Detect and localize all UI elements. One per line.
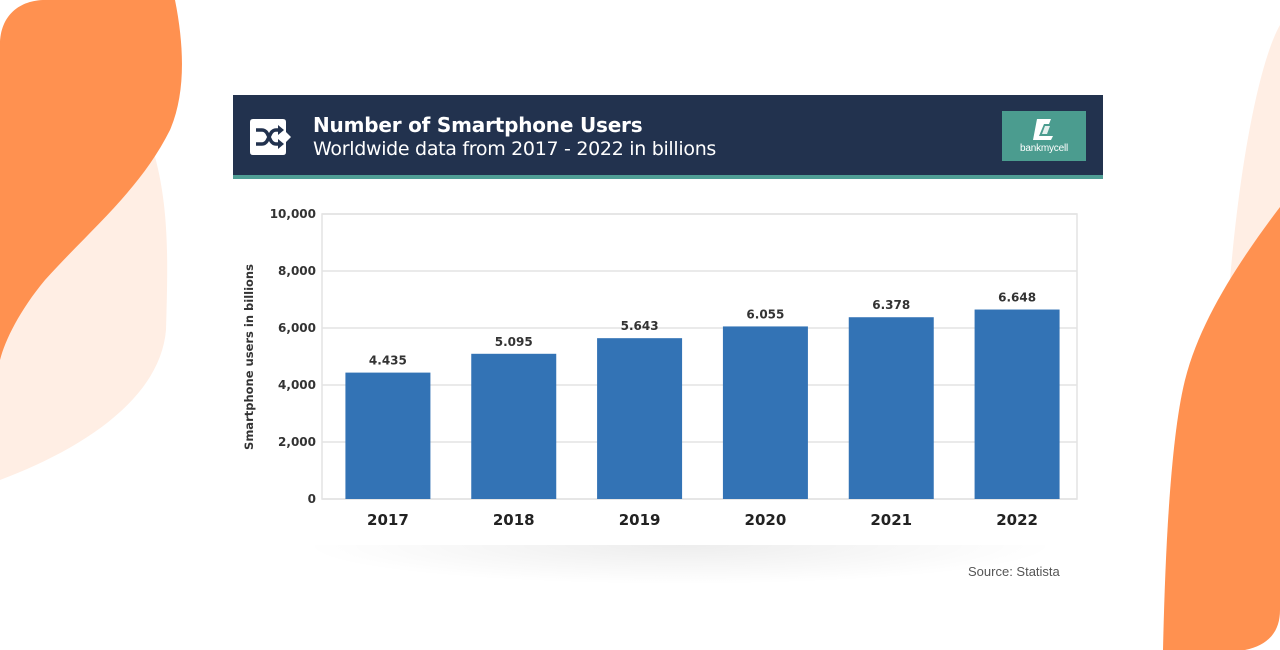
bars xyxy=(345,309,1060,499)
chart-header: Number of Smartphone Users Worldwide dat… xyxy=(233,95,1103,179)
bankmycell-logo-icon xyxy=(1033,119,1053,140)
source-note: Source: Statista xyxy=(968,564,1060,579)
bar-2017[interactable] xyxy=(345,372,431,499)
y-tick-label: 4,000 xyxy=(278,378,316,392)
chart-title: Number of Smartphone Users xyxy=(313,113,643,137)
shuffle-icon xyxy=(250,119,291,155)
value-labels: 4.435 5.095 5.643 6.055 6.378 6.648 xyxy=(369,291,1036,368)
card-shadow xyxy=(300,545,1060,585)
chart-subtitle: Worldwide data from 2017 - 2022 in billi… xyxy=(313,138,717,160)
value-label-2021: 6.378 xyxy=(872,298,910,312)
value-label-2019: 5.643 xyxy=(621,319,659,333)
bankmycell-logo[interactable]: bankmycell xyxy=(1002,111,1086,161)
y-tick-label: 6,000 xyxy=(278,321,316,335)
x-tick-label-2019: 2019 xyxy=(619,511,661,529)
value-label-2022: 6.648 xyxy=(998,291,1036,305)
x-tick-label-2017: 2017 xyxy=(367,511,409,529)
right-orange-shape xyxy=(1163,207,1280,650)
y-axis-ticks: 0 2,000 4,000 6,000 8,000 10,000 xyxy=(270,207,316,506)
chart-card: Number of Smartphone Users Worldwide dat… xyxy=(233,95,1103,542)
logo-text: bankmycell xyxy=(1019,143,1069,154)
y-axis-label: Smartphone users in billions xyxy=(242,264,256,450)
x-axis-ticks: 2017 2018 2019 2020 2021 2022 xyxy=(367,511,1038,529)
value-label-2018: 5.095 xyxy=(495,335,533,349)
bar-2019[interactable] xyxy=(597,338,683,499)
bar-2018[interactable] xyxy=(471,353,557,499)
x-tick-label-2022: 2022 xyxy=(996,511,1038,529)
x-tick-label-2020: 2020 xyxy=(745,511,787,529)
bar-2020[interactable] xyxy=(722,326,808,499)
y-tick-label: 8,000 xyxy=(278,264,316,278)
left-orange-shape xyxy=(0,0,182,360)
value-label-2017: 4.435 xyxy=(369,354,407,368)
y-tick-label: 0 xyxy=(308,492,316,506)
grid-lines xyxy=(321,213,1078,500)
right-peach-shape xyxy=(1230,25,1280,280)
value-label-2020: 6.055 xyxy=(746,307,784,321)
bar-2022[interactable] xyxy=(974,309,1060,499)
x-tick-label-2021: 2021 xyxy=(870,511,912,529)
y-tick-label: 10,000 xyxy=(270,207,316,221)
x-tick-label-2018: 2018 xyxy=(493,511,535,529)
plot-frame xyxy=(321,213,1078,500)
y-tick-label: 2,000 xyxy=(278,435,316,449)
bar-2021[interactable] xyxy=(848,317,934,499)
